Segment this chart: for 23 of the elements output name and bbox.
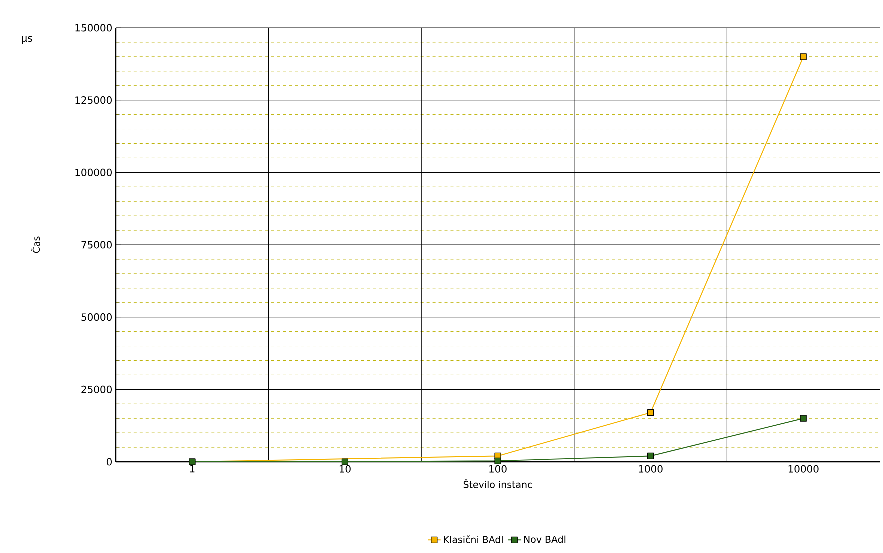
x-tick-label: 10 xyxy=(340,465,351,473)
y-tick-label: 100000 xyxy=(76,168,112,176)
legend-label: Nov BAdl xyxy=(524,536,566,544)
x-tick-label: 1000 xyxy=(639,465,663,473)
legend-label: Klasični BAdl xyxy=(444,536,503,544)
y-axis-title: Čas xyxy=(31,236,40,254)
point xyxy=(494,458,502,464)
point xyxy=(800,415,807,422)
y-tick-label: 0 xyxy=(106,458,112,466)
x-tick-label: 10000 xyxy=(788,465,819,473)
x-tick-label: 100 xyxy=(490,465,507,473)
text: µs xyxy=(22,36,32,44)
point xyxy=(342,458,349,466)
y-tick-label: 50000 xyxy=(82,314,112,322)
point xyxy=(648,452,654,460)
point xyxy=(800,54,807,60)
x-axis-title: Število instanc xyxy=(464,479,532,488)
y-tick-label: 150000 xyxy=(76,24,112,32)
y-tick-label: 75000 xyxy=(82,241,112,249)
y-tick-label: 125000 xyxy=(76,96,112,104)
point xyxy=(648,410,654,416)
y-tick-label: 25000 xyxy=(82,386,112,394)
x-tick-label: 1 xyxy=(190,465,195,473)
